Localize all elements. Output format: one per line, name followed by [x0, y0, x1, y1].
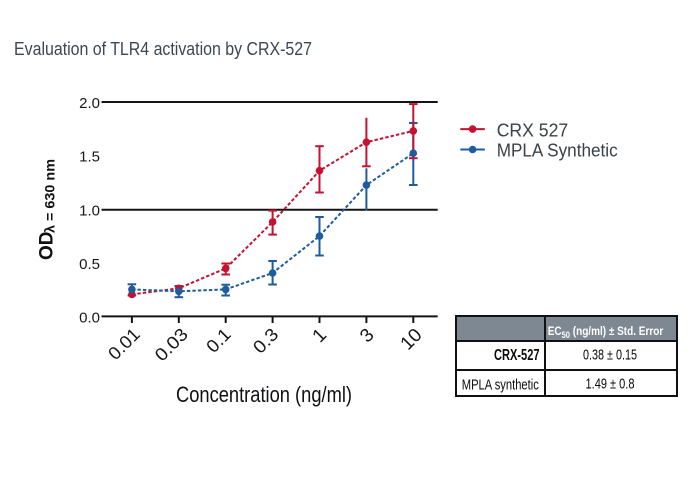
svg-text:0.3: 0.3: [249, 324, 282, 357]
svg-text:1: 1: [309, 325, 331, 347]
svg-text:OD: OD: [37, 232, 58, 261]
svg-text:0.1: 0.1: [202, 324, 235, 357]
svg-text:Concentration (ng/ml): Concentration (ng/ml): [176, 382, 352, 407]
svg-text:0.03: 0.03: [151, 324, 192, 365]
svg-text:10: 10: [397, 325, 427, 355]
svg-text:0.0: 0.0: [79, 310, 100, 327]
svg-text:1.5: 1.5: [79, 149, 100, 166]
svg-text:Evaluation of TLR4 activation: Evaluation of TLR4 activation by CRX-527: [14, 39, 312, 59]
svg-text:EC50 (ng/ml) ± Std. Error: EC50 (ng/ml) ± Std. Error: [548, 324, 664, 340]
svg-text:CRX 527: CRX 527: [497, 121, 569, 141]
svg-text:0.5: 0.5: [79, 256, 100, 273]
svg-text:MPLA synthetic: MPLA synthetic: [462, 378, 539, 394]
svg-text:0.01: 0.01: [104, 324, 144, 364]
svg-text:MPLA Synthetic: MPLA Synthetic: [497, 141, 618, 161]
svg-text:λ = 630 nm: λ = 630 nm: [43, 159, 58, 233]
svg-text:CRX-527: CRX-527: [494, 347, 540, 364]
svg-text:3: 3: [356, 325, 378, 347]
svg-text:1.49 ± 0.8: 1.49 ± 0.8: [586, 376, 635, 393]
svg-text:2.0: 2.0: [79, 95, 100, 112]
svg-text:0.38 ± 0.15: 0.38 ± 0.15: [583, 347, 637, 364]
svg-text:1.0: 1.0: [79, 202, 100, 219]
